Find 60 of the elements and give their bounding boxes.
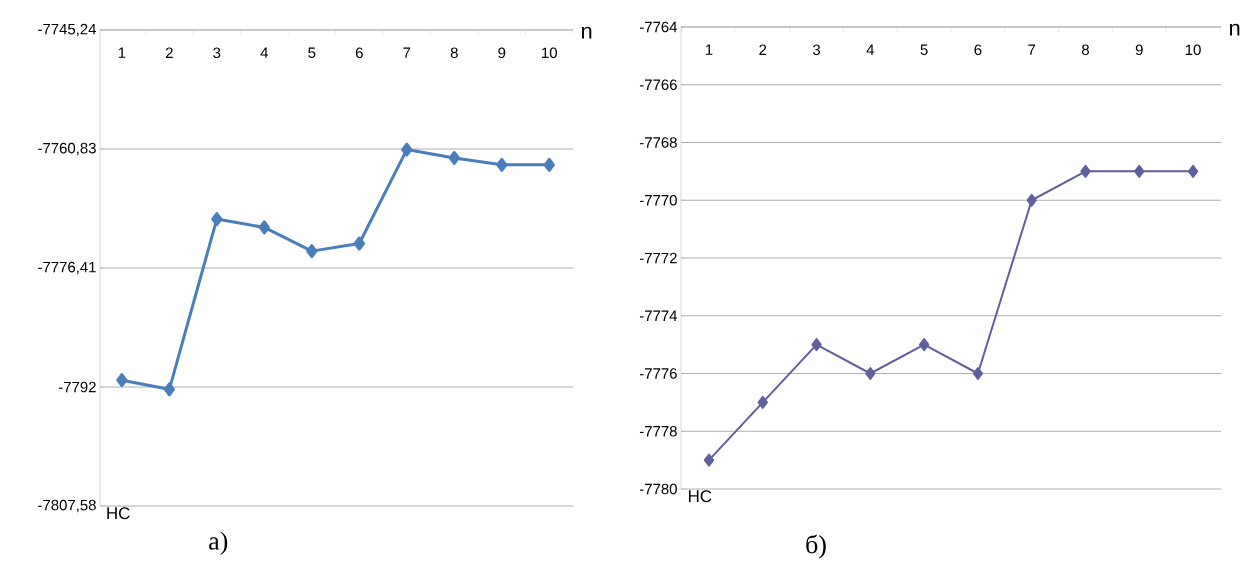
x-tick-label: 10 <box>542 47 557 59</box>
x-tick-label: 7 <box>1028 44 1036 55</box>
y-tick-label: -7792 <box>58 381 96 393</box>
point <box>306 244 318 259</box>
x-axis-title: n <box>581 26 592 39</box>
x-tick-label: 7 <box>403 47 411 58</box>
point <box>116 373 128 388</box>
y-tick-label: -7776,41 <box>38 261 96 275</box>
x-tick-label: 1 <box>118 47 126 58</box>
x-tick-label: 10 <box>1185 44 1201 56</box>
y-tick-label: -7766 <box>639 79 677 91</box>
text: б) <box>806 534 826 559</box>
y-tick-label: -7807,58 <box>38 499 96 513</box>
y-tick-label: -7768 <box>639 137 677 148</box>
x-tick-label: 8 <box>1081 44 1089 56</box>
point <box>543 157 555 172</box>
point <box>448 150 460 165</box>
point <box>1026 193 1037 207</box>
x-tick-label: 4 <box>260 47 269 58</box>
y-tick-label: -7778 <box>639 425 677 437</box>
y-tick-label: -7770 <box>639 194 677 206</box>
text: НС <box>688 490 712 503</box>
x-tick-label: 2 <box>165 47 173 58</box>
point <box>919 338 930 352</box>
y-tick-label: -7776 <box>639 368 677 379</box>
x-tick-label: 3 <box>213 47 221 59</box>
point <box>1187 164 1199 178</box>
x-tick-label: 5 <box>920 44 928 55</box>
y-tick-label: -7774 <box>639 310 678 321</box>
x-tick-label: 9 <box>1135 44 1143 56</box>
x-axis-title: n <box>1229 23 1240 36</box>
x-tick-label: 5 <box>308 47 316 58</box>
point <box>1080 164 1091 178</box>
point <box>703 453 715 467</box>
x-tick-label: 9 <box>498 47 506 59</box>
x-tick-label: 6 <box>974 44 982 56</box>
x-tick-label: 6 <box>355 47 363 59</box>
x-tick-label: 3 <box>812 44 821 56</box>
x-tick-label: 1 <box>705 44 713 55</box>
point <box>1134 164 1145 178</box>
x-tick-label: 8 <box>450 47 458 59</box>
point <box>972 367 984 380</box>
point <box>211 212 223 227</box>
point <box>757 395 768 409</box>
point <box>401 142 413 157</box>
y-tick-label: -7772 <box>639 252 677 264</box>
y-tick-label: -7764 <box>639 21 678 33</box>
point <box>353 236 365 251</box>
point <box>496 157 508 172</box>
x-tick-label: 4 <box>866 44 875 55</box>
text: а) <box>209 531 228 556</box>
y-tick-label: -7760,83 <box>38 142 96 156</box>
point <box>865 367 876 380</box>
y-tick-label: -7780 <box>639 483 677 495</box>
point <box>163 382 175 397</box>
point <box>811 338 822 352</box>
x-tick-label: 2 <box>759 44 767 55</box>
y-tick-label: -7745,24 <box>38 23 97 37</box>
text: НС <box>107 507 130 520</box>
point <box>258 220 270 235</box>
